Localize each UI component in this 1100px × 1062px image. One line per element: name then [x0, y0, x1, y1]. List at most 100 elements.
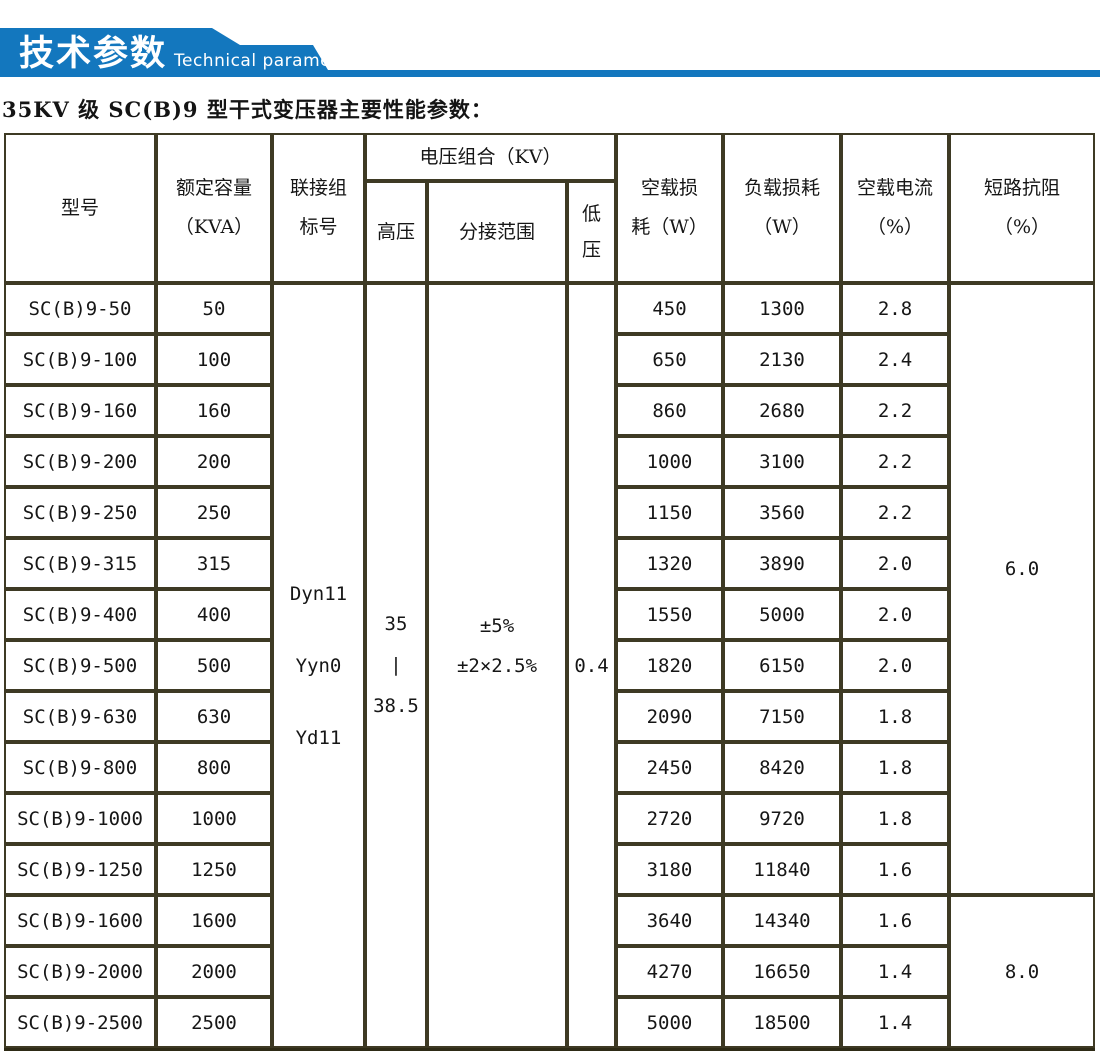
no-load-loss-cell: 1820 — [616, 640, 723, 691]
table-row: SC(B)9-630 630 2090 7150 1.8 — [4, 691, 1095, 742]
model-cell: SC(B)9-50 — [4, 283, 156, 334]
model-cell: SC(B)9-250 — [4, 487, 156, 538]
table-row: SC(B)9-315 315 1320 3890 2.0 — [4, 538, 1095, 589]
model-cell: SC(B)9-1250 — [4, 844, 156, 895]
model-cell: SC(B)9-2000 — [4, 946, 156, 997]
header-connection: 联接组 标号 — [272, 133, 365, 283]
no-load-current-cell: 1.8 — [841, 691, 949, 742]
no-load-loss-cell: 4270 — [616, 946, 723, 997]
no-load-loss-cell: 450 — [616, 283, 723, 334]
table-row: SC(B)9-1000 1000 2720 9720 1.8 — [4, 793, 1095, 844]
load-loss-cell: 3560 — [723, 487, 841, 538]
capacity-cell: 100 — [156, 334, 272, 385]
no-load-current-cell: 2.2 — [841, 487, 949, 538]
lv-value-cell: 0.4 — [567, 283, 616, 1048]
capacity-cell: 1600 — [156, 895, 272, 946]
table-row: SC(B)9-50 50 Dyn11 Yyn0 Yd11 35 | 38.5 ±… — [4, 283, 1095, 1048]
tap-range-cell: ±5% ±2×2.5% — [427, 283, 567, 1048]
banner-title-en: Technical parameter — [174, 51, 357, 71]
banner-ribbon — [0, 28, 1100, 77]
load-loss-cell: 14340 — [723, 895, 841, 946]
header-voltage-combo: 电压组合（KV） — [365, 133, 616, 181]
model-cell: SC(B)9-200 — [4, 436, 156, 487]
capacity-cell: 500 — [156, 640, 272, 691]
header-hv: 高压 — [365, 181, 427, 283]
model-cell: SC(B)9-630 — [4, 691, 156, 742]
table-row: SC(B)9-2000 2000 4270 16650 1.4 — [4, 946, 1095, 997]
no-load-loss-cell: 1320 — [616, 538, 723, 589]
model-cell: SC(B)9-1000 — [4, 793, 156, 844]
model-cell: SC(B)9-100 — [4, 334, 156, 385]
no-load-current-cell: 1.8 — [841, 742, 949, 793]
no-load-current-cell: 2.2 — [841, 436, 949, 487]
load-loss-cell: 3890 — [723, 538, 841, 589]
no-load-loss-cell: 2450 — [616, 742, 723, 793]
load-loss-cell: 5000 — [723, 589, 841, 640]
table-row: SC(B)9-250 250 1150 3560 2.2 — [4, 487, 1095, 538]
no-load-loss-cell: 1150 — [616, 487, 723, 538]
table-row: SC(B)9-1600 1600 3640 14340 1.6 8.0 — [4, 895, 1095, 1048]
load-loss-cell: 16650 — [723, 946, 841, 997]
capacity-cell: 2500 — [156, 997, 272, 1048]
spec-table: 型号 额定容量 （KVA） 联接组 标号 电压组合（KV） 空载损 耗（W） 负… — [4, 133, 1095, 1051]
header-lv: 低 压 — [567, 181, 616, 283]
header-row-2: 高压 分接范围 低 压 — [4, 181, 1095, 283]
no-load-current-cell: 1.4 — [841, 946, 949, 997]
model-cell: SC(B)9-500 — [4, 640, 156, 691]
model-cell: SC(B)9-800 — [4, 742, 156, 793]
table-row: SC(B)9-500 500 1820 6150 2.0 — [4, 640, 1095, 691]
no-load-current-cell: 2.4 — [841, 334, 949, 385]
load-loss-cell: 8420 — [723, 742, 841, 793]
header-model: 型号 — [4, 133, 156, 283]
no-load-current-cell: 2.0 — [841, 589, 949, 640]
header-load-loss: 负载损耗 （W） — [723, 133, 841, 283]
load-loss-cell: 7150 — [723, 691, 841, 742]
page-title: 35KV 级 SC(B)9 型干式变压器主要性能参数： — [2, 97, 493, 122]
capacity-cell: 200 — [156, 436, 272, 487]
load-loss-cell: 2130 — [723, 334, 841, 385]
table-row: SC(B)9-100 100 650 2130 2.4 — [4, 334, 1095, 385]
capacity-cell: 160 — [156, 385, 272, 436]
no-load-loss-cell: 650 — [616, 334, 723, 385]
no-load-current-cell: 1.6 — [841, 844, 949, 895]
no-load-current-cell: 1.4 — [841, 997, 949, 1048]
model-cell: SC(B)9-2500 — [4, 997, 156, 1048]
header-impedance: 短路抗阻 （%） — [949, 133, 1095, 283]
no-load-current-cell: 2.0 — [841, 538, 949, 589]
no-load-loss-cell: 860 — [616, 385, 723, 436]
no-load-loss-cell: 2720 — [616, 793, 723, 844]
model-cell: SC(B)9-1600 — [4, 895, 156, 946]
capacity-cell: 50 — [156, 283, 272, 334]
table-row: SC(B)9-2500 2500 5000 18500 1.4 — [4, 997, 1095, 1048]
table-row: SC(B)9-160 160 860 2680 2.2 — [4, 385, 1095, 436]
hv-value-cell: 35 | 38.5 — [365, 283, 427, 1048]
header-no-load-current: 空载电流 （%） — [841, 133, 949, 283]
header-row-1: 型号 额定容量 （KVA） 联接组 标号 电压组合（KV） 空载损 耗（W） 负… — [4, 133, 1095, 283]
no-load-loss-cell: 1000 — [616, 436, 723, 487]
load-loss-cell: 1300 — [723, 283, 841, 334]
table-row: SC(B)9-1250 1250 3180 11840 1.6 — [4, 844, 1095, 895]
load-loss-cell: 18500 — [723, 997, 841, 1048]
load-loss-cell: 2680 — [723, 385, 841, 436]
no-load-current-cell: 1.6 — [841, 895, 949, 946]
no-load-current-cell: 2.2 — [841, 385, 949, 436]
no-load-loss-cell: 1550 — [616, 589, 723, 640]
table-row: SC(B)9-200 200 1000 3100 2.2 — [4, 436, 1095, 487]
no-load-loss-cell: 2090 — [616, 691, 723, 742]
no-load-loss-cell: 3180 — [616, 844, 723, 895]
model-cell: SC(B)9-160 — [4, 385, 156, 436]
no-load-current-cell: 2.8 — [841, 283, 949, 334]
table-row: SC(B)9-800 800 2450 8420 1.8 — [4, 742, 1095, 793]
capacity-cell: 2000 — [156, 946, 272, 997]
load-loss-cell: 3100 — [723, 436, 841, 487]
no-load-current-cell: 1.8 — [841, 793, 949, 844]
model-cell: SC(B)9-400 — [4, 589, 156, 640]
no-load-loss-cell: 5000 — [616, 997, 723, 1048]
header-no-load-loss: 空载损 耗（W） — [616, 133, 723, 283]
model-cell: SC(B)9-315 — [4, 538, 156, 589]
header-capacity: 额定容量 （KVA） — [156, 133, 272, 283]
impedance-8-cell: 8.0 — [949, 895, 1095, 1048]
header-tap-range: 分接范围 — [427, 181, 567, 283]
capacity-cell: 315 — [156, 538, 272, 589]
no-load-loss-cell: 3640 — [616, 895, 723, 946]
